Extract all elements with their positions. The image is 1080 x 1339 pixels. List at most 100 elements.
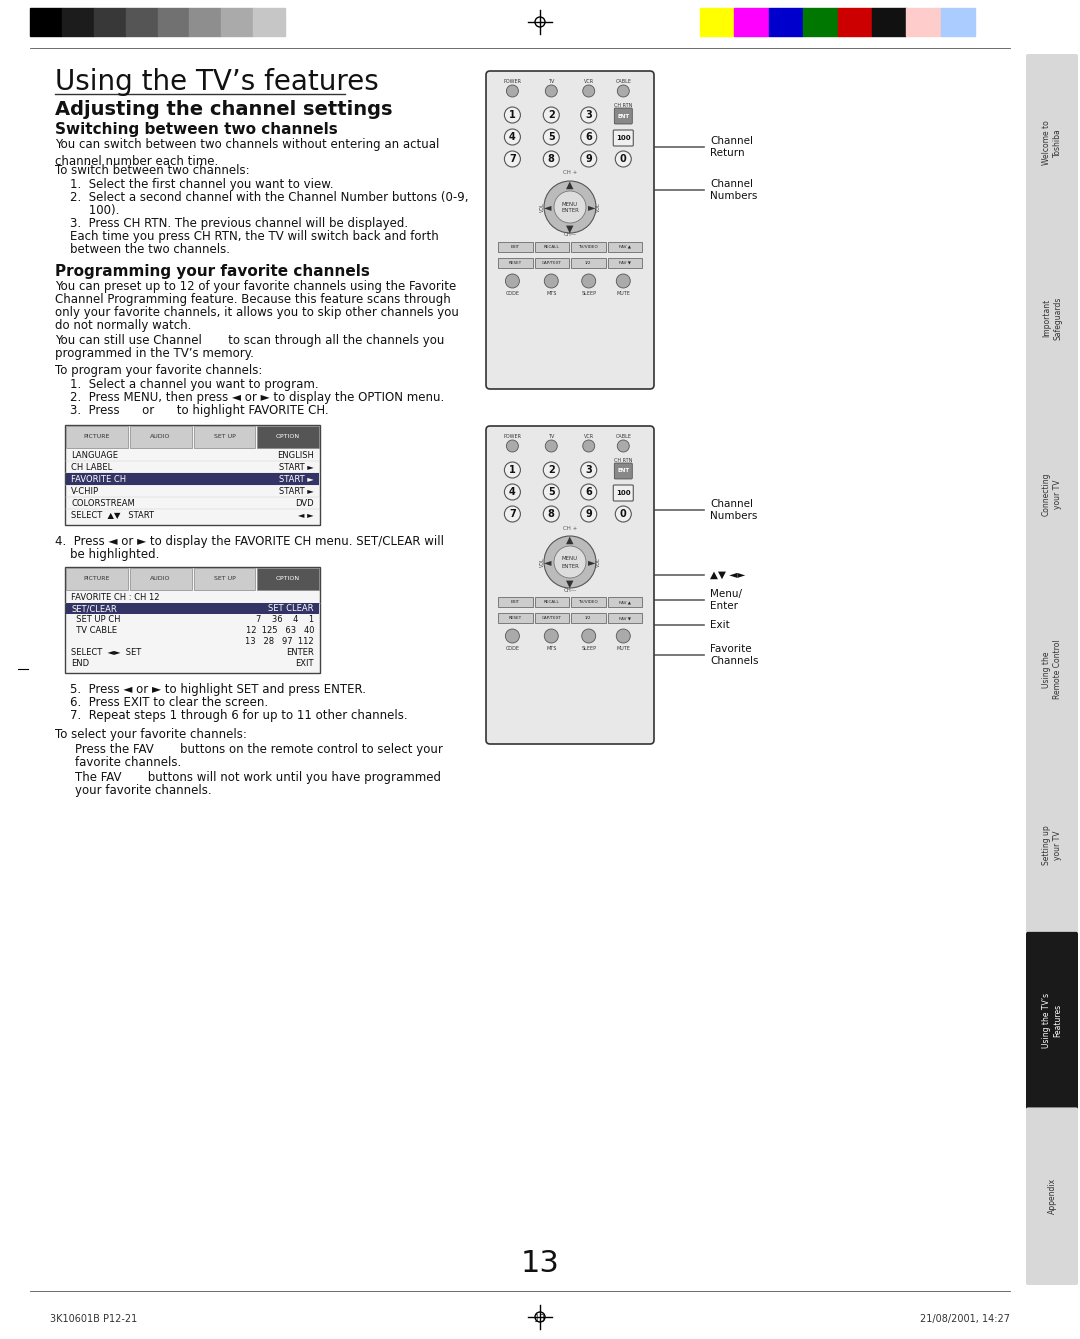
Text: 13: 13	[521, 1249, 559, 1279]
Bar	[535, 242, 569, 252]
Bar	[571, 258, 606, 268]
Text: TV CABLE: TV CABLE	[71, 627, 117, 635]
Text: MUTE: MUTE	[617, 645, 631, 651]
Text: VCR: VCR	[583, 79, 594, 84]
Text: RESET: RESET	[509, 261, 522, 265]
Text: To select your favorite channels:: To select your favorite channels:	[55, 728, 247, 740]
Bar	[607, 613, 642, 623]
Circle shape	[545, 441, 557, 453]
Text: LANGUAGE: LANGUAGE	[71, 450, 118, 459]
Bar	[66, 603, 319, 615]
Bar	[872, 8, 906, 36]
Text: favorite channels.: favorite channels.	[75, 757, 181, 769]
Text: ▲: ▲	[566, 179, 573, 190]
Text: Important
Safeguards: Important Safeguards	[1042, 297, 1062, 340]
Text: between the two channels.: between the two channels.	[70, 242, 230, 256]
Text: VOL: VOL	[595, 557, 600, 566]
Text: Using the
Remote Control: Using the Remote Control	[1042, 640, 1062, 699]
Bar	[769, 8, 804, 36]
Circle shape	[581, 151, 597, 167]
Circle shape	[543, 107, 559, 123]
Text: 21/08/2001, 14:27: 21/08/2001, 14:27	[920, 1314, 1010, 1324]
Text: OPTION: OPTION	[276, 577, 300, 581]
Text: Channel
Return: Channel Return	[654, 137, 753, 158]
Bar	[257, 426, 319, 449]
FancyBboxPatch shape	[613, 485, 633, 501]
Text: MENU: MENU	[562, 201, 578, 206]
Text: CH RTN: CH RTN	[615, 458, 633, 463]
Text: ►: ►	[589, 557, 596, 566]
Text: 7    36    4    1: 7 36 4 1	[256, 615, 314, 624]
Bar	[62, 8, 94, 36]
Text: 100: 100	[616, 490, 631, 495]
Bar	[607, 242, 642, 252]
FancyBboxPatch shape	[1026, 406, 1078, 582]
FancyBboxPatch shape	[1026, 1107, 1078, 1285]
Bar	[607, 597, 642, 607]
Text: Programming your favorite channels: Programming your favorite channels	[55, 264, 369, 279]
Text: ENTER: ENTER	[286, 648, 314, 657]
Bar	[94, 8, 125, 36]
Text: END: END	[71, 659, 90, 668]
Text: RECALL: RECALL	[544, 600, 559, 604]
Text: only your favorite channels, it allows you to skip other channels you: only your favorite channels, it allows y…	[55, 307, 459, 319]
Bar	[498, 258, 532, 268]
Text: VOL: VOL	[540, 557, 544, 566]
Bar	[130, 568, 191, 590]
Text: 1.  Select a channel you want to program.: 1. Select a channel you want to program.	[70, 378, 319, 391]
Text: 100: 100	[616, 135, 631, 141]
Circle shape	[581, 462, 597, 478]
Bar	[125, 8, 158, 36]
Text: You can switch between two channels without entering an actual
channel number ea: You can switch between two channels with…	[55, 138, 440, 167]
Circle shape	[581, 483, 597, 499]
Circle shape	[504, 107, 521, 123]
Text: CABLE: CABLE	[616, 79, 632, 84]
Text: ENT: ENT	[617, 114, 630, 118]
Circle shape	[583, 441, 595, 453]
Bar	[66, 568, 127, 590]
Circle shape	[543, 506, 559, 522]
Text: 12  125   63   40: 12 125 63 40	[245, 627, 314, 635]
Text: SET UP CH: SET UP CH	[71, 615, 121, 624]
Circle shape	[544, 629, 558, 643]
Circle shape	[543, 462, 559, 478]
Bar	[571, 242, 606, 252]
Text: CH—: CH—	[564, 233, 577, 237]
Text: 3: 3	[585, 465, 592, 475]
Text: FAV ▼: FAV ▼	[619, 616, 631, 620]
Text: 5: 5	[548, 133, 555, 142]
Text: Appendix: Appendix	[1048, 1178, 1056, 1214]
Circle shape	[581, 129, 597, 145]
Text: 7.  Repeat steps 1 through 6 for up to 11 other channels.: 7. Repeat steps 1 through 6 for up to 11…	[70, 708, 407, 722]
Circle shape	[507, 441, 518, 453]
Circle shape	[544, 536, 596, 588]
Text: 7: 7	[509, 509, 516, 520]
Text: Exit: Exit	[654, 620, 730, 631]
Circle shape	[544, 181, 596, 233]
Text: AUDIO: AUDIO	[150, 577, 171, 581]
Circle shape	[504, 151, 521, 167]
Circle shape	[543, 151, 559, 167]
Text: 9: 9	[585, 154, 592, 163]
Text: MENU: MENU	[562, 557, 578, 561]
Text: 6: 6	[585, 133, 592, 142]
Circle shape	[543, 129, 559, 145]
Text: SELECT  ▲▼   START: SELECT ▲▼ START	[71, 510, 154, 520]
FancyBboxPatch shape	[1026, 757, 1078, 933]
Text: do not normally watch.: do not normally watch.	[55, 319, 191, 332]
Text: ENGLISH: ENGLISH	[278, 450, 314, 459]
Text: SET CLEAR: SET CLEAR	[269, 604, 314, 613]
Bar	[65, 566, 320, 674]
Text: Welcome to
Toshiba: Welcome to Toshiba	[1042, 121, 1062, 165]
Text: 100).: 100).	[70, 204, 120, 217]
Text: MTS: MTS	[546, 291, 556, 296]
Text: SET UP: SET UP	[214, 434, 235, 439]
Bar	[571, 613, 606, 623]
Text: 2: 2	[548, 465, 555, 475]
FancyBboxPatch shape	[1026, 54, 1078, 232]
Text: Using the TV’s
Features: Using the TV’s Features	[1042, 994, 1062, 1048]
Text: your favorite channels.: your favorite channels.	[75, 785, 212, 797]
Circle shape	[504, 506, 521, 522]
Bar	[66, 473, 319, 485]
Text: Setting up
your TV: Setting up your TV	[1042, 825, 1062, 865]
